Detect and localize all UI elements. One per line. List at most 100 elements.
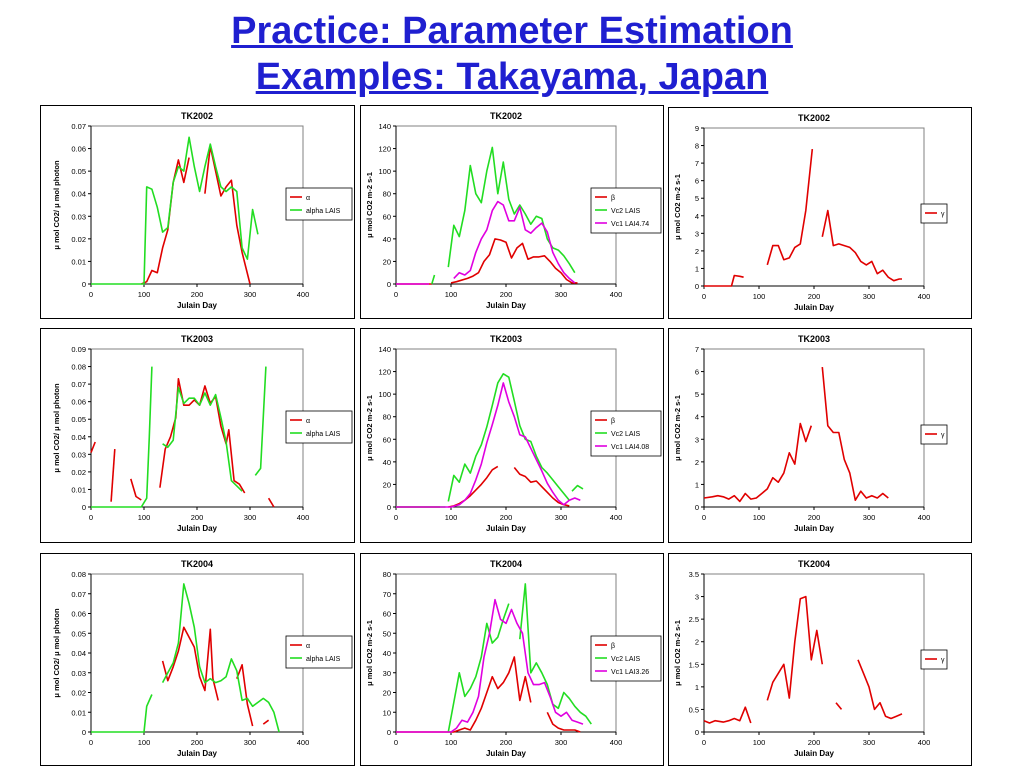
y-tick-label: 2 xyxy=(695,458,699,467)
legend-label: alpha LAIS xyxy=(306,656,341,663)
y-tick-label: 2 xyxy=(695,638,699,647)
y-tick-label: 2 xyxy=(695,247,699,256)
x-tick-label: 200 xyxy=(500,738,513,747)
chart-title: TK2004 xyxy=(181,559,213,569)
series-line-green xyxy=(571,484,584,492)
y-tick-label: 0.06 xyxy=(71,398,86,407)
x-axis-label: Julain Day xyxy=(794,749,835,758)
y-tick-label: 4 xyxy=(695,212,699,221)
x-tick-label: 200 xyxy=(808,292,821,301)
plot-area xyxy=(395,125,617,285)
series-line-red xyxy=(704,274,744,287)
x-tick-label: 0 xyxy=(394,738,398,747)
y-tick-label: 1 xyxy=(695,480,699,489)
series-line-magenta xyxy=(396,598,584,733)
chart-panel: TK2002 0 1 2 3 4 5 6 7 8 9 0 100 200 300 400 Julain Day μ… xyxy=(668,107,972,319)
chart-panel: TK2003 0 0.01 0.02 0.03 0.04 0.05 0.06 0.07 0.08 0… xyxy=(40,328,355,543)
y-tick-label: 0.5 xyxy=(689,705,699,714)
chart-panel: TK2002 0 20 40 60 80 100 120 140 0 100 200 300 400 Jul… xyxy=(360,105,664,319)
y-tick-label: 0.04 xyxy=(71,433,86,442)
series-line-green xyxy=(91,366,153,508)
y-tick-label: 0.08 xyxy=(71,570,86,579)
series-line-green xyxy=(431,274,436,285)
x-axis-label: Julain Day xyxy=(486,749,527,758)
chart-svg: TK2003 0 20 40 60 80 100 120 140 0 100 200 300 400 Jul… xyxy=(365,334,662,533)
y-tick-label: 120 xyxy=(378,368,391,377)
x-tick-label: 300 xyxy=(555,290,568,299)
y-tick-label: 5 xyxy=(695,390,699,399)
y-tick-label: 0 xyxy=(387,280,391,289)
y-tick-label: 0.05 xyxy=(71,167,86,176)
x-tick-label: 400 xyxy=(918,513,931,522)
x-tick-label: 100 xyxy=(445,290,458,299)
legend-label: alpha LAIS xyxy=(306,208,341,215)
x-tick-label: 400 xyxy=(918,292,931,301)
x-tick-label: 200 xyxy=(191,738,204,747)
legend-label: Vc1 LAI4.08 xyxy=(611,444,649,451)
y-axis-label: μ mol CO2 m-2 s-1 xyxy=(673,174,682,240)
x-tick-label: 0 xyxy=(89,513,93,522)
chart-title: TK2004 xyxy=(798,559,830,569)
legend-label: α xyxy=(306,195,310,202)
plot-area xyxy=(395,573,617,733)
chart-svg: TK2004 0 0.5 1 1.5 2 2.5 3 3.5 0 100 200 300 400 Julai… xyxy=(673,559,948,758)
legend-label: γ xyxy=(941,211,945,218)
y-tick-label: 140 xyxy=(378,122,391,131)
x-tick-label: 0 xyxy=(89,290,93,299)
x-tick-label: 300 xyxy=(555,513,568,522)
x-axis-label: Julain Day xyxy=(794,524,835,533)
y-tick-label: 80 xyxy=(383,570,391,579)
series-line-green xyxy=(447,603,510,733)
series-line-red xyxy=(130,478,142,501)
series-line-magenta xyxy=(453,200,576,284)
y-tick-label: 3 xyxy=(695,435,699,444)
y-tick-label: 0.07 xyxy=(71,380,86,389)
x-tick-label: 400 xyxy=(610,290,623,299)
series-line-red xyxy=(766,595,824,701)
chart-svg: TK2003 0 1 2 3 4 5 6 7 0 100 200 300 400 Julain Day μ m… xyxy=(673,334,948,533)
y-axis-label: μ mol CO2/ μ mol photon xyxy=(52,160,61,250)
series-line-green xyxy=(91,136,259,285)
y-tick-label: 0.09 xyxy=(71,345,86,354)
x-tick-label: 400 xyxy=(297,513,310,522)
x-tick-label: 0 xyxy=(89,738,93,747)
legend-box xyxy=(285,410,353,444)
y-tick-label: 60 xyxy=(383,212,391,221)
x-tick-label: 400 xyxy=(610,738,623,747)
x-tick-label: 100 xyxy=(445,738,458,747)
y-tick-label: 1 xyxy=(695,683,699,692)
series-line-green xyxy=(254,366,267,476)
series-line-red xyxy=(262,719,270,725)
y-tick-label: 40 xyxy=(383,235,391,244)
y-tick-label: 0.06 xyxy=(71,145,86,154)
series-line-red xyxy=(450,238,578,284)
x-tick-label: 300 xyxy=(244,738,257,747)
x-tick-label: 100 xyxy=(445,513,458,522)
x-tick-label: 200 xyxy=(191,513,204,522)
series-line-red xyxy=(236,664,254,727)
x-tick-label: 100 xyxy=(138,513,151,522)
legend-label: γ xyxy=(941,432,945,439)
y-tick-label: 0.07 xyxy=(71,590,86,599)
y-tick-label: 7 xyxy=(695,159,699,168)
chart-svg: TK2004 0 0.01 0.02 0.03 0.04 0.05 0.06 0.07 0.08 0… xyxy=(52,559,353,758)
legend-label: α xyxy=(306,418,310,425)
x-tick-label: 300 xyxy=(863,513,876,522)
y-tick-label: 20 xyxy=(383,257,391,266)
series-line-red xyxy=(766,149,814,266)
y-tick-label: 140 xyxy=(378,345,391,354)
y-tick-label: 0 xyxy=(695,728,699,737)
y-tick-label: 70 xyxy=(383,590,391,599)
x-tick-label: 300 xyxy=(863,738,876,747)
y-tick-label: 0 xyxy=(387,728,391,737)
x-tick-label: 100 xyxy=(138,290,151,299)
x-tick-label: 200 xyxy=(500,513,513,522)
legend-box xyxy=(285,635,353,669)
y-axis-label: μ mol CO2 m-2 s-1 xyxy=(673,620,682,686)
y-tick-label: 80 xyxy=(383,190,391,199)
slide-title-line1: Practice: Parameter Estimation xyxy=(231,10,793,52)
y-tick-label: 5 xyxy=(695,194,699,203)
legend-label: β xyxy=(611,195,615,202)
series-line-green xyxy=(161,583,280,733)
x-axis-label: Julain Day xyxy=(177,301,218,310)
